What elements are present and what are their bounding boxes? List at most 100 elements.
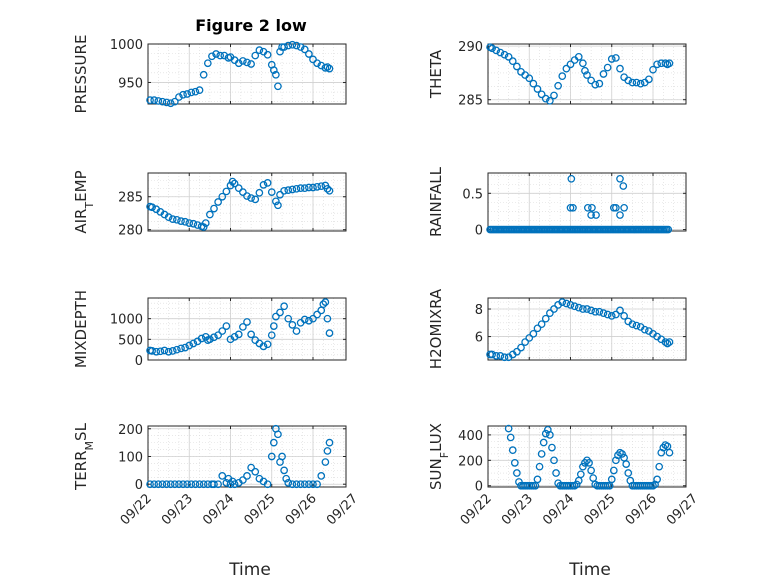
data-point bbox=[179, 480, 187, 489]
data-point bbox=[546, 96, 554, 105]
y-tick-label: 0 bbox=[475, 224, 483, 239]
data-point bbox=[234, 184, 243, 193]
y-axis-label: H2OMIXRA bbox=[427, 288, 445, 369]
data-point bbox=[587, 306, 595, 315]
data-point bbox=[154, 480, 163, 489]
data-point bbox=[325, 329, 334, 337]
data-point bbox=[183, 480, 192, 489]
data-point bbox=[574, 53, 583, 61]
data-point bbox=[146, 96, 154, 105]
data-point bbox=[649, 65, 657, 74]
data-point bbox=[309, 55, 317, 64]
data-point bbox=[603, 310, 612, 319]
x-tick-label: 09/24 bbox=[200, 491, 237, 528]
data-point bbox=[616, 64, 624, 73]
data-point bbox=[599, 70, 608, 78]
data-point bbox=[259, 342, 268, 351]
data-point bbox=[624, 76, 633, 85]
y-axis-label: TERRMSL bbox=[72, 422, 96, 491]
data-point bbox=[325, 64, 334, 73]
data-point bbox=[168, 215, 177, 223]
data-point bbox=[300, 315, 309, 324]
data-point bbox=[313, 59, 321, 68]
data-point bbox=[210, 333, 218, 342]
data-point bbox=[243, 472, 251, 480]
data-point bbox=[579, 305, 587, 313]
data-point bbox=[212, 50, 220, 58]
data-point bbox=[203, 59, 212, 68]
data-point bbox=[280, 186, 288, 195]
data-point bbox=[620, 312, 628, 320]
y-tick-label: 1000 bbox=[110, 313, 143, 328]
data-point bbox=[170, 480, 179, 489]
data-point bbox=[562, 64, 571, 73]
data-point bbox=[267, 331, 276, 340]
data-point bbox=[550, 456, 558, 465]
data-point bbox=[618, 450, 626, 458]
data-point bbox=[525, 74, 534, 83]
data-point bbox=[284, 314, 293, 323]
data-point bbox=[554, 81, 562, 90]
data-point bbox=[323, 447, 332, 455]
data-point bbox=[313, 480, 321, 489]
data-point bbox=[239, 476, 247, 484]
data-point bbox=[154, 97, 163, 105]
data-point bbox=[624, 469, 633, 477]
data-point bbox=[537, 320, 546, 329]
data-point bbox=[148, 203, 156, 212]
data-point bbox=[513, 347, 521, 356]
data-point bbox=[156, 347, 165, 356]
data-point bbox=[513, 469, 521, 477]
data-point bbox=[488, 350, 496, 359]
data-point bbox=[321, 458, 330, 466]
data-point bbox=[263, 480, 272, 489]
data-point bbox=[191, 87, 200, 96]
data-point bbox=[158, 480, 167, 489]
data-point bbox=[500, 353, 509, 362]
data-point bbox=[274, 201, 282, 210]
y-tick-label: 0 bbox=[135, 354, 143, 369]
y-tick-label: 950 bbox=[118, 76, 143, 91]
data-point bbox=[177, 344, 185, 353]
data-point bbox=[603, 63, 612, 72]
y-tick-label: 0 bbox=[135, 478, 143, 493]
subplot-rainfall: 0 0.5 RAINFALL bbox=[427, 166, 687, 239]
data-point bbox=[177, 217, 185, 225]
data-point bbox=[663, 442, 672, 451]
data-point bbox=[496, 48, 505, 57]
data-point bbox=[166, 480, 175, 489]
data-point bbox=[607, 55, 616, 63]
data-point bbox=[583, 71, 591, 79]
data-point bbox=[296, 43, 305, 51]
data-point bbox=[562, 299, 571, 308]
data-point bbox=[566, 203, 575, 212]
data-point bbox=[263, 179, 272, 187]
data-point bbox=[195, 86, 204, 95]
data-point bbox=[280, 466, 288, 475]
data-point bbox=[612, 203, 620, 212]
data-point bbox=[515, 478, 523, 486]
data-point bbox=[589, 474, 598, 482]
y-tick-label: 1000 bbox=[110, 38, 143, 53]
data-point bbox=[504, 424, 513, 433]
y-tick-label: 0.5 bbox=[462, 187, 483, 202]
data-point bbox=[632, 78, 641, 87]
data-point bbox=[305, 480, 313, 489]
data-point bbox=[296, 184, 305, 193]
y-tick-label: 0 bbox=[475, 480, 483, 495]
data-point bbox=[632, 321, 641, 330]
data-point bbox=[665, 59, 674, 68]
data-point bbox=[150, 480, 159, 489]
data-point bbox=[323, 184, 332, 193]
x-tick-label: 09/27 bbox=[664, 491, 701, 528]
x-axis-label: Time bbox=[568, 560, 611, 580]
data-point bbox=[255, 46, 264, 55]
data-point bbox=[588, 203, 596, 212]
data-point bbox=[566, 301, 575, 309]
x-axis-label: Time bbox=[228, 560, 271, 580]
x-tick-label: 09/26 bbox=[283, 491, 320, 528]
data-point bbox=[239, 188, 247, 196]
data-point bbox=[645, 75, 653, 84]
data-point bbox=[263, 340, 272, 349]
